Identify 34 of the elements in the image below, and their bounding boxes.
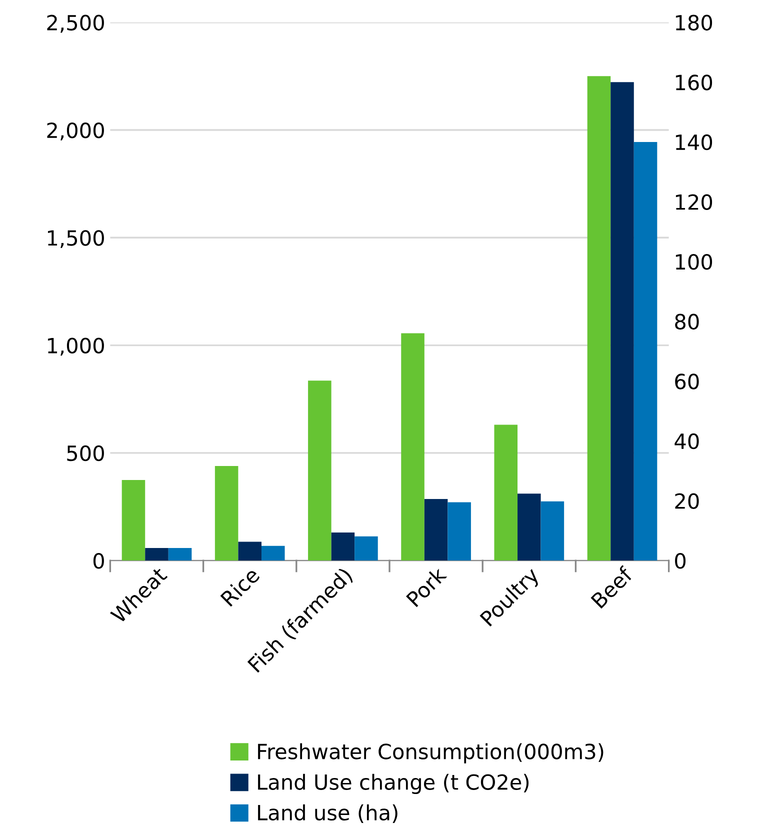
legend-label: Land use (ha) <box>258 804 398 823</box>
y2-tick-label: 80 <box>675 314 699 330</box>
y-tick-label: 1,000 <box>48 338 104 356</box>
y2-tick-label: 20 <box>675 493 699 509</box>
bar <box>122 480 146 561</box>
y2-tick-label: 40 <box>674 433 699 450</box>
bar <box>448 502 471 561</box>
bar <box>261 546 285 561</box>
bar <box>424 498 448 561</box>
bar <box>494 424 518 561</box>
bar <box>214 466 238 561</box>
y2-tick-label: 60 <box>675 374 699 390</box>
y-tick-label: 0 <box>93 553 104 569</box>
bar <box>308 380 332 561</box>
y2-tick-label: 180 <box>676 14 712 31</box>
y-tick-label: 2,500 <box>47 14 104 33</box>
y2-tick-label: 160 <box>676 74 712 90</box>
y2-tick-label: 120 <box>676 194 712 210</box>
bar <box>634 142 658 561</box>
y2-tick-label: 140 <box>676 134 712 150</box>
y-tick-label: 1,500 <box>48 230 104 248</box>
y2-tick-label: 0 <box>675 553 686 569</box>
bar <box>354 536 378 561</box>
legend-label: Freshwater Consumption(000m3) <box>258 743 604 764</box>
bar <box>238 542 262 561</box>
bar <box>168 548 192 561</box>
legend-label: Land Use change (t CO2e) <box>258 774 529 794</box>
bar <box>540 501 564 561</box>
y-tick-label: 2,000 <box>47 122 104 140</box>
bar <box>145 548 168 561</box>
y2-tick-label: 100 <box>676 254 712 270</box>
bar <box>401 333 424 561</box>
bar <box>331 532 355 561</box>
y-tick-label: 500 <box>67 445 104 462</box>
